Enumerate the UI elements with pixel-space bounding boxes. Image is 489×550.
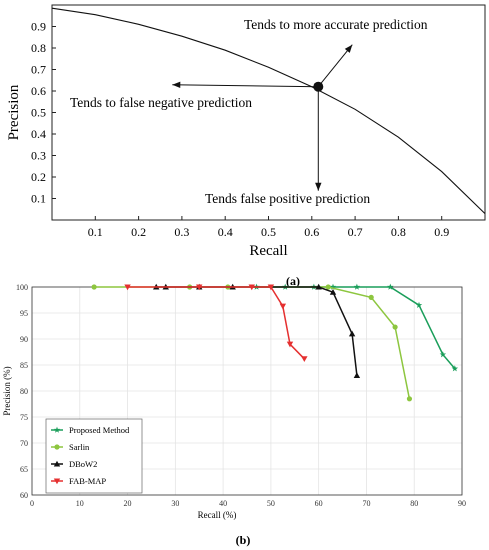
x-tick-label: 40: [219, 499, 227, 508]
data-point: [439, 351, 447, 358]
legend-label: Sarlin: [69, 442, 90, 452]
x-tick-label: 10: [76, 499, 84, 508]
annotation-accurate: Tends to more accurate prediction: [244, 17, 428, 32]
annotation-false-negative: Tends to false negative prediction: [70, 95, 252, 110]
x-tick-label: 80: [410, 499, 418, 508]
chart-b-legend: Proposed Method Sarlin DBoW2 FAB-MAP: [45, 418, 143, 494]
x-tick-label: 0.1: [88, 225, 103, 239]
caption-a: (a): [286, 274, 300, 288]
y-tick-label: 95: [20, 309, 28, 318]
data-point: [196, 284, 203, 291]
series-proposed-method: [253, 283, 459, 372]
caption-b: (b): [236, 533, 251, 547]
x-tick-label: 60: [315, 499, 323, 508]
data-point: [415, 301, 423, 308]
x-tick-label: 0.4: [218, 225, 233, 239]
y-tick-label: 70: [20, 439, 28, 448]
data-point: [301, 356, 308, 362]
chart-b: 0 10 20 30 40 50 60 70 80 90 60 65 70 75 80 85 90 95 100 P…: [2, 283, 466, 547]
legend-swatch-marker: [53, 478, 61, 485]
y-tick-label: 0.5: [31, 106, 46, 120]
y-tick-label: 75: [20, 413, 28, 422]
y-tick-label: 0.8: [31, 41, 46, 55]
x-tick-label: 0.3: [174, 225, 189, 239]
y-tick-label: 85: [20, 361, 28, 370]
chart-b-ticks: 0 10 20 30 40 50 60 70 80 90 60 65 70 75 80 85 90 95 100: [16, 283, 466, 508]
chart-a: 0.1 0.2 0.3 0.4 0.5 0.6 0.7 0.8 0.9 0.1 0.2 0.3 0.4 0…: [6, 4, 486, 288]
data-point: [392, 324, 398, 330]
y-tick-label: 0.2: [31, 170, 46, 184]
x-tick-label: 0: [30, 499, 34, 508]
chart-a-y-axis-label: Precision: [6, 84, 22, 140]
x-tick-label: 70: [362, 499, 370, 508]
operating-point: [313, 81, 324, 92]
series-sarlin: [91, 284, 413, 402]
series-line: [94, 286, 411, 399]
legend-label: DBoW2: [69, 459, 97, 469]
y-tick-label: 100: [16, 283, 28, 292]
x-tick-label: 0.5: [261, 225, 276, 239]
data-point: [451, 365, 459, 372]
y-tick-label: 0.9: [31, 20, 46, 34]
data-point: [91, 284, 97, 290]
arrow-accurate-head: [344, 44, 353, 53]
x-tick-label: 0.6: [304, 225, 319, 239]
series-line: [127, 286, 305, 360]
data-point: [387, 283, 394, 290]
y-tick-label: 60: [20, 491, 28, 500]
data-point: [315, 283, 322, 290]
data-point: [279, 303, 287, 310]
y-tick-label: 80: [20, 387, 28, 396]
data-point: [368, 294, 374, 300]
y-tick-label: 90: [20, 335, 28, 344]
x-tick-label: 20: [124, 499, 132, 508]
chart-b-x-axis-label: Recall (%): [198, 510, 237, 520]
arrow-false-negative-shaft: [172, 84, 319, 88]
x-tick-label: 90: [458, 499, 466, 508]
chart-a-frame: [51, 4, 486, 221]
x-tick-label: 30: [171, 499, 179, 508]
data-point: [329, 289, 337, 295]
series-line: [156, 286, 358, 376]
x-tick-label: 0.8: [391, 225, 406, 239]
precision-recall-curve: [51, 7, 486, 214]
y-tick-label: 0.1: [31, 192, 46, 206]
legend-label: Proposed Method: [69, 425, 130, 435]
data-point: [348, 330, 356, 337]
data-point: [124, 284, 131, 291]
chart-b-y-axis-label: Precision (%): [2, 366, 12, 415]
x-tick-label: 50: [267, 499, 275, 508]
x-tick-label: 0.7: [348, 225, 363, 239]
data-point: [353, 283, 361, 290]
data-point: [286, 341, 294, 348]
arrow-accurate-shaft: [317, 44, 353, 88]
legend-swatch-marker: [53, 460, 61, 467]
y-tick-label: 0.6: [31, 84, 46, 98]
series-dbow2: [153, 283, 361, 378]
x-tick-label: 0.9: [434, 225, 449, 239]
data-point: [329, 283, 337, 290]
chart-a-ticks: 0.1 0.2 0.3 0.4 0.5 0.6 0.7 0.8 0.9 0.1 0.2 0.3 0.4 0…: [31, 20, 449, 240]
series-fab-map: [124, 284, 308, 362]
data-point: [406, 396, 413, 402]
y-tick-label: 0.3: [31, 149, 46, 163]
arrow-false-negative-head: [172, 81, 181, 89]
y-tick-label: 0.4: [31, 127, 46, 141]
x-tick-label: 0.2: [131, 225, 146, 239]
chart-b-series: [91, 283, 459, 402]
annotation-false-positive: Tends false positive prediction: [205, 191, 370, 206]
arrow-false-positive-head: [315, 182, 322, 191]
legend-label: FAB-MAP: [69, 476, 106, 486]
y-tick-label: 65: [20, 465, 28, 474]
data-point: [248, 284, 255, 291]
legend-swatch-marker: [54, 444, 60, 450]
legend-swatch-marker: [53, 426, 61, 433]
y-tick-label: 0.7: [31, 63, 46, 77]
data-point: [325, 284, 331, 290]
chart-a-x-axis-label: Recall: [249, 243, 287, 259]
data-point: [353, 372, 361, 378]
data-point: [267, 284, 275, 291]
chart-a-arrows: [172, 44, 353, 191]
